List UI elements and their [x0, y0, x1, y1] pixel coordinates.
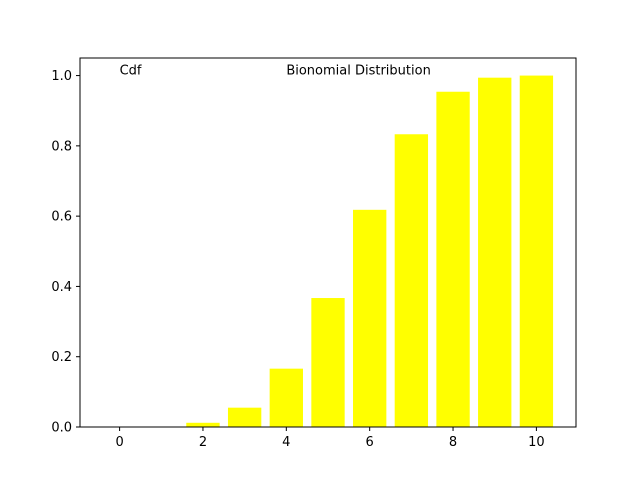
x-tick-label: 6	[366, 435, 374, 450]
x-tick-label: 2	[199, 435, 207, 450]
y-tick-label: 1.0	[51, 69, 72, 84]
bar-4	[269, 368, 303, 427]
bar-5	[311, 298, 345, 427]
y-tick-label: 0.2	[51, 350, 72, 365]
bar-9	[478, 77, 512, 428]
x-tick-label: 8	[449, 435, 457, 450]
bar-3	[227, 407, 262, 427]
bar-8	[436, 91, 470, 427]
y-tick-label: 0.0	[51, 421, 72, 436]
y-tick-label: 0.8	[51, 139, 72, 154]
chart-annotation: Cdf	[120, 64, 142, 79]
bar-2	[186, 422, 220, 427]
x-tick-label: 4	[282, 435, 290, 450]
x-tick-label: 0	[115, 435, 123, 450]
x-tick-label: 10	[528, 435, 545, 450]
chart-annotation: Bionomial Distribution	[286, 64, 431, 79]
bar-10	[519, 75, 554, 428]
bars-group	[186, 75, 554, 428]
y-tick-label: 0.6	[51, 210, 72, 225]
y-tick-label: 0.4	[51, 280, 72, 295]
bar-7	[394, 134, 429, 427]
axes-group: 0 2 4 6 8 10 0.0 0.2 0.4 0.6 0.8 1.0	[51, 57, 577, 450]
annotations-group: Cdf Bionomial Distribution	[120, 64, 431, 79]
bar-6	[353, 209, 387, 427]
axes-frame	[79, 57, 577, 428]
